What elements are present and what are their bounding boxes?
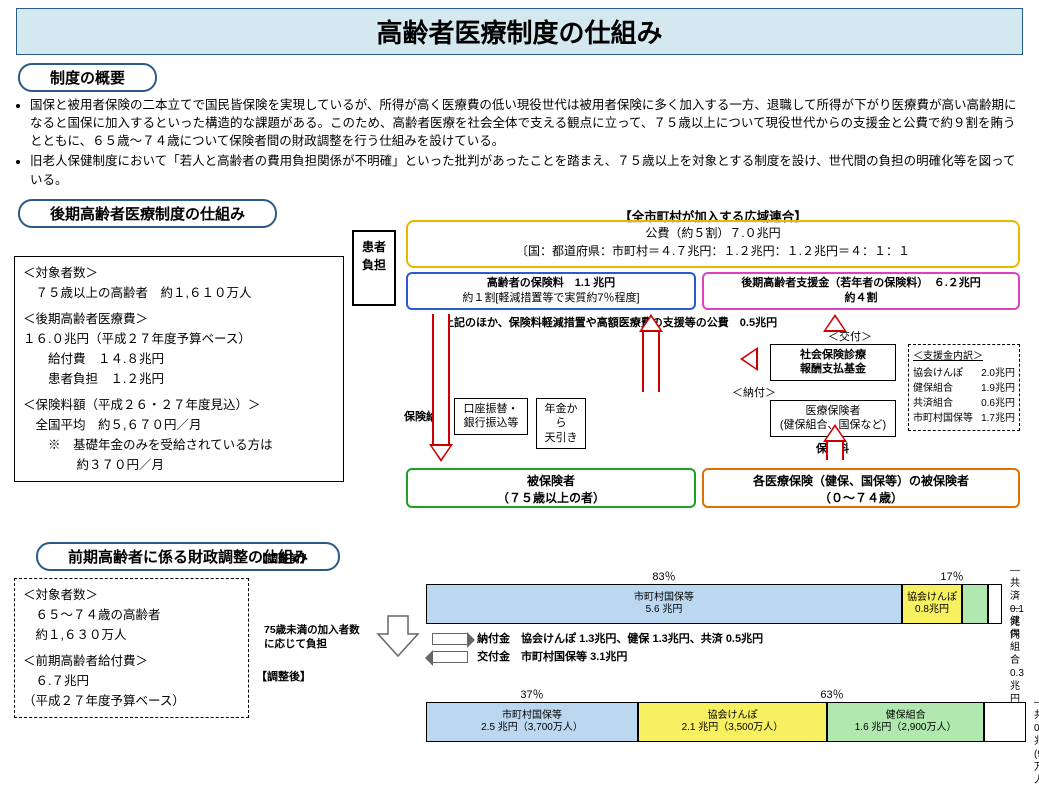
bar-segment: 協会けんぽ0.8兆円: [902, 584, 962, 624]
kouki-l1: ７５歳以上の高齢者 約１,６１０万人: [23, 283, 335, 303]
side-note: — 健保組合 0.3兆円: [1010, 602, 1026, 706]
kouki-info-box: ＜対象者数＞ ７５歳以上の高齢者 約１,６１０万人 ＜後期高齢者医療費＞ １６.…: [14, 256, 344, 482]
insured-75plus-box: 被保険者 （７５歳以上の者）: [406, 468, 696, 508]
bd-r: 市町村国保等: [913, 411, 973, 426]
zenki-l2a: ６.７兆円: [23, 671, 240, 691]
before-bar: 市町村国保等5.6 兆円協会けんぽ0.8兆円: [426, 584, 1026, 624]
elderly-premium-box: 高齢者の保険料 1.1 兆円 約１割[軽減措置等で実質約7％程度]: [406, 272, 696, 310]
kouki-diagram: 【全市町村が加入する広域連合】 患者 負担 公費（約５割）７.０兆円 〔国：都道…: [352, 220, 1028, 530]
bar-segment: 市町村国保等2.5 兆円（3,700万人）: [426, 702, 638, 742]
zenki-l1a: ６５～７４歳の高齢者: [23, 605, 240, 625]
kouki-l2c: 患者負担 １.２兆円: [23, 369, 335, 389]
support-breakdown: ＜支援金内訳＞ 協会けんぽ 2.0兆円 健保組合 1.9兆円 共済組合 0.6兆円 市…: [908, 344, 1020, 431]
orange-l2: （０～７４歳）: [704, 490, 1018, 507]
bar-segment: 協会けんぽ2.1 兆円（3,500万人）: [638, 702, 827, 742]
arrow-icon: [426, 314, 456, 462]
yellow-l1: 公費（約５割）７.０兆円: [408, 224, 1018, 242]
bd-v: 0.6兆円: [981, 396, 1015, 411]
kouki-l3c: 約３７０円／月: [23, 455, 335, 475]
bar-segment: [988, 584, 1002, 624]
bar-segment: 市町村国保等5.6 兆円: [426, 584, 902, 624]
blue-l2: 約１割[軽減措置等で実質約7％程度]: [408, 291, 694, 306]
bd-v: 1.9兆円: [981, 381, 1015, 396]
overview-label: 制度の概要: [18, 63, 157, 92]
extra-note: ※上記のほか、保険料軽減措置や高額医療費の支援等の公費 0.5兆円: [432, 314, 777, 330]
pct: 63％: [638, 686, 1026, 702]
patient-burden-box: 患者 負担: [352, 230, 396, 306]
bar-segment: [962, 584, 988, 624]
public-cost-box: 公費（約５割）７.０兆円 〔国：都道府県：市町村＝４.７兆円：１.２兆円：１.２…: [406, 220, 1020, 268]
orange-l1: 各医療保険（健保、国保等）の被保険者: [704, 473, 1018, 490]
support-fund-box: 後期高齢者支援金（若年者の保険料） ６.２兆円 約４割: [702, 272, 1020, 310]
side-note: — 共済 0.5兆円 (900万人): [1034, 696, 1039, 787]
pink-l2: 約４割: [704, 291, 1018, 306]
arrow-icon: [734, 350, 764, 368]
kouki-l3b: ※ 基礎年金のみを受給されている方は: [23, 435, 335, 455]
bd-r: 共済組合: [913, 396, 953, 411]
page-title: 高齢者医療制度の仕組み: [16, 8, 1023, 55]
kouki-h3: ＜保険料額（平成２６・２７年度見込）＞: [23, 395, 335, 415]
kouki-h1: ＜対象者数＞: [23, 263, 335, 283]
bd-r: 協会けんぽ: [913, 366, 963, 381]
zenki-l1b: 約１,６３０万人: [23, 625, 240, 645]
yellow-l2: 〔国：都道府県：市町村＝４.７兆円：１.２兆円：１.２兆円＝４：１：１: [408, 242, 1018, 260]
arrow-icon: [820, 314, 850, 332]
insured-0-74-box: 各医療保険（健保、国保等）の被保険者 （０～７４歳）: [702, 468, 1020, 508]
pct: 37％: [426, 686, 638, 702]
bars-area: 【調整前】 83％ 17％ 市町村国保等5.6 兆円協会けんぽ0.8兆円 — 共…: [256, 548, 1026, 746]
zenki-l2b: （平成２７年度予算ベース）: [23, 691, 240, 711]
bar-segment: 健保組合1.6 兆円（2,900万人）: [827, 702, 984, 742]
bd-v: 2.0兆円: [981, 366, 1015, 381]
kouki-h2: ＜後期高齢者医療費＞: [23, 309, 335, 329]
bar-segment: [984, 702, 1026, 742]
kouki-l2a: １６.０兆円（平成２７年度予算ベース）: [23, 329, 335, 349]
payment-fund-box: 社会保険診療 報酬支払基金: [770, 344, 896, 381]
after-bar: 市町村国保等2.5 兆円（3,700万人）協会けんぽ2.1 兆円（3,500万人…: [426, 702, 1026, 742]
breakdown-hdr: ＜支援金内訳＞: [913, 349, 1015, 364]
koufukin-line: 交付金 市町村国保等 3.1兆円: [432, 648, 1026, 664]
kouki-label: 後期高齢者医療制度の仕組み: [18, 199, 277, 228]
overview-list: 国保と被用者保険の二本立てで国民皆保険を実現しているが、所得が高く医療費の低い現…: [0, 96, 1039, 197]
pink-l1: 後期高齢者支援金（若年者の保険料） ６.２兆円: [704, 276, 1018, 291]
blue-l1: 高齢者の保険料 1.1 兆円: [408, 276, 694, 291]
pct: 17％: [902, 568, 1002, 584]
after-label: 【調整後】: [256, 668, 1026, 684]
before-label: 【調整前】: [256, 550, 1026, 566]
arrow-icon: [636, 314, 666, 392]
bd-v: 1.7兆円: [981, 411, 1015, 426]
noufukin-line: 納付金 協会けんぽ 1.3兆円、健保 1.3兆円、共済 0.5兆円: [432, 630, 1026, 646]
pct: 83％: [426, 568, 902, 584]
green-l2: （７５歳以上の者）: [408, 490, 694, 507]
bd-r: 健保組合: [913, 381, 953, 396]
kouki-l3a: 全国平均 約５,６７０円／月: [23, 415, 335, 435]
kouki-l2b: 給付費 １４.８兆円: [23, 349, 335, 369]
transfer-box: 口座振替・ 銀行振込等: [454, 398, 528, 435]
overview-item: 国保と被用者保険の二本立てで国民皆保険を実現しているが、所得が高く医療費の低い現…: [30, 96, 1019, 150]
pension-box: 年金から 天引き: [536, 398, 586, 449]
overview-item: 旧老人保健制度において「若人と高齢者の費用負担関係が不明確」といった批判があった…: [30, 152, 1019, 188]
arrow-icon: [820, 424, 850, 460]
noufu-label: ＜納付＞: [732, 384, 776, 400]
zenki-h1: ＜対象者数＞: [23, 585, 240, 605]
zenki-h2: ＜前期高齢者給付費＞: [23, 651, 240, 671]
zenki-info-box: ＜対象者数＞ ６５～７４歳の高齢者 約１,６３０万人 ＜前期高齢者給付費＞ ６.…: [14, 578, 249, 718]
green-l1: 被保険者: [408, 473, 694, 490]
